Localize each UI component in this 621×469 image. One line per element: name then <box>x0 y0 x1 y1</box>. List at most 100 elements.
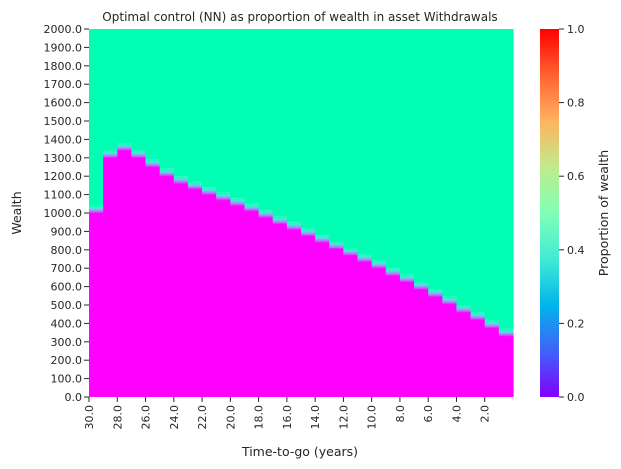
heatmap-cell-transition <box>216 197 231 200</box>
x-axis-label: Time-to-go (years) <box>241 444 358 459</box>
heatmap-cell-transition <box>357 254 373 256</box>
heatmap-cell-transition <box>117 149 132 151</box>
heatmap-cell-transition <box>187 182 203 185</box>
heatmap-cell-transition <box>173 181 189 183</box>
heatmap-cell-upper <box>301 29 316 229</box>
heatmap-cell-upper <box>216 29 231 193</box>
heatmap-cell-transition <box>103 151 118 154</box>
heatmap-cell-transition <box>244 206 260 208</box>
heatmap-cell-transition <box>414 283 429 285</box>
y-tick-label: 2000.0 <box>44 23 83 36</box>
colorbar-tick-label: 1.0 <box>567 23 585 36</box>
heatmap-cell-transition <box>202 190 217 193</box>
heatmap-cell-upper <box>456 29 472 305</box>
heatmap-cell-transition <box>173 178 189 181</box>
heatmap-cell-lower <box>103 157 118 397</box>
heatmap-cell-transition <box>272 222 288 225</box>
heatmap-cell-transition <box>230 201 246 204</box>
heatmap-column <box>244 29 260 397</box>
heatmap-cell-lower <box>484 328 500 397</box>
heatmap-cell-lower <box>258 217 274 397</box>
x-tick-label: 28.0 <box>111 405 124 430</box>
heatmap-cell-transition <box>103 154 118 156</box>
heatmap-cell-transition <box>187 185 203 187</box>
heatmap-cell-transition <box>498 331 514 333</box>
heatmap-cell-transition <box>103 155 118 157</box>
heatmap-column <box>428 29 443 397</box>
heatmap-cell-upper <box>498 29 514 329</box>
heatmap-cell-transition <box>315 241 330 243</box>
heatmap-cell-upper <box>442 29 458 297</box>
heatmap-column <box>470 29 486 397</box>
heatmap-cell-lower <box>173 183 189 397</box>
heatmap-cell-transition <box>131 155 147 157</box>
heatmap-column <box>301 29 316 397</box>
heatmap-cell-transition <box>131 151 147 154</box>
heatmap-cell-transition <box>301 233 316 236</box>
heatmap-column <box>498 29 514 397</box>
heatmap-cell-transition <box>442 297 458 300</box>
heatmap-cell-transition <box>357 260 373 263</box>
x-tick-label: 10.0 <box>366 405 379 430</box>
heatmap-column <box>216 29 231 397</box>
heatmap-cell-transition <box>202 188 217 190</box>
x-tick-label: 12.0 <box>337 405 350 430</box>
heatmap-column <box>145 29 161 397</box>
heatmap-cell-transition <box>117 147 132 150</box>
heatmap-cell-transition <box>385 274 401 276</box>
heatmap-cell-transition <box>216 192 231 195</box>
heatmap-cell-lower <box>286 229 302 397</box>
y-tick-label: 600.0 <box>51 281 83 294</box>
heatmap-cell-transition <box>428 293 443 295</box>
colorbar-axis: 0.0 0.2 0.4 0.6 0.8 1.0 <box>559 23 585 404</box>
heatmap-cell-lower <box>187 189 203 397</box>
x-tick-label: 30.0 <box>83 405 96 430</box>
heatmap-cell-transition <box>456 306 472 308</box>
heatmap-cell-transition <box>173 182 189 184</box>
heatmap-cell-transition <box>89 208 104 210</box>
heatmap-cell-upper <box>329 29 344 242</box>
heatmap-cell-transition <box>329 243 344 246</box>
heatmap-cell-upper <box>258 29 274 211</box>
y-tick-label: 1000.0 <box>44 207 83 220</box>
y-tick-label: 400.0 <box>51 317 83 330</box>
heatmap-cells <box>89 29 514 397</box>
heatmap-cell-upper <box>385 29 401 269</box>
y-tick-label: 100.0 <box>51 373 83 386</box>
heatmap-column <box>202 29 217 397</box>
heatmap-cell-transition <box>371 262 387 264</box>
y-tick-label: 500.0 <box>51 299 83 312</box>
heatmap-cell-transition <box>159 173 175 176</box>
heatmap-column <box>159 29 175 397</box>
heatmap-cell-transition <box>498 328 514 331</box>
heatmap-cell-transition <box>399 274 415 277</box>
heatmap-cell-transition <box>202 189 217 192</box>
y-tick-label: 200.0 <box>51 354 83 367</box>
y-tick-label: 800.0 <box>51 244 83 257</box>
heatmap-column <box>399 29 415 397</box>
heatmap-cell-transition <box>414 286 429 289</box>
heatmap-cell-lower <box>145 167 161 397</box>
heatmap-cell-transition <box>272 221 288 224</box>
heatmap-cell-transition <box>286 227 302 229</box>
heatmap-column <box>187 29 203 397</box>
heatmap-cell-lower <box>357 261 373 397</box>
heatmap-cell-transition <box>89 209 104 211</box>
heatmap-cell-transition <box>315 239 330 242</box>
heatmap-cell-transition <box>484 326 500 329</box>
y-axis-label: Wealth <box>9 191 24 234</box>
heatmap-cell-transition <box>428 294 443 296</box>
heatmap-cell-transition <box>414 285 429 288</box>
heatmap-cell-transition <box>357 259 373 261</box>
heatmap-column <box>103 29 118 397</box>
heatmap-cell-transition <box>258 215 274 217</box>
heatmap-cell-lower <box>442 304 458 397</box>
heatmap-cell-transition <box>456 305 472 307</box>
heatmap-cell-upper <box>230 29 246 199</box>
heatmap-cell-transition <box>244 203 260 206</box>
heatmap-cell-transition <box>484 325 500 328</box>
heatmap-cell-upper <box>470 29 486 313</box>
heatmap-cell-upper <box>187 29 203 182</box>
colorbar-tick-label: 0.6 <box>567 170 585 183</box>
heatmap-cell-lower <box>159 176 175 397</box>
